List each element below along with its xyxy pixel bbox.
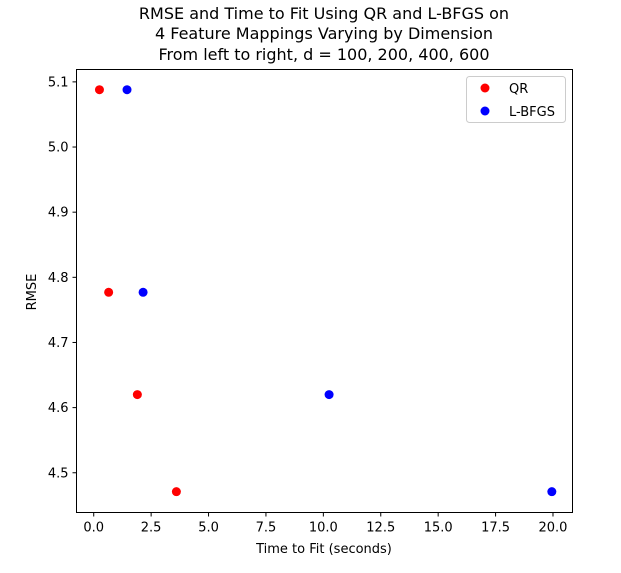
legend-label-lbfgs: L-BFGS <box>509 105 555 120</box>
data-point-qr <box>94 85 104 95</box>
x-tick-label: 0.0 <box>83 521 104 536</box>
x-tick-label: 12.5 <box>366 521 395 536</box>
legend-box <box>466 76 566 123</box>
data-point-qr <box>104 287 114 297</box>
data-point-qr <box>171 487 181 497</box>
x-tick-label: 15.0 <box>424 521 453 536</box>
legend-marker-qr <box>480 83 490 93</box>
x-tick-label: 2.5 <box>141 521 162 536</box>
data-point-lbfgs <box>547 487 557 497</box>
data-point-lbfgs <box>324 390 334 400</box>
y-tick-label: 4.6 <box>48 401 69 416</box>
x-tick-label: 17.5 <box>481 521 510 536</box>
y-tick-label: 4.5 <box>48 466 69 481</box>
legend: QR L-BFGS <box>466 76 566 123</box>
title-line-1: RMSE and Time to Fit Using QR and L-BFGS… <box>139 4 509 23</box>
legend-marker-lbfgs <box>480 106 490 116</box>
data-point-lbfgs <box>138 287 148 297</box>
y-tick-label: 4.9 <box>48 206 69 221</box>
x-tick-label: 10.0 <box>309 521 338 536</box>
legend-label-qr: QR <box>509 82 528 97</box>
data-point-lbfgs <box>122 85 132 95</box>
title-line-3: From left to right, d = 100, 200, 400, 6… <box>158 45 489 64</box>
x-tick-label: 20.0 <box>539 521 568 536</box>
y-tick-label: 5.1 <box>48 75 69 90</box>
y-axis-ticks: 4.5 4.6 4.7 4.8 4.9 5.0 5.1 <box>48 75 77 481</box>
title-line-2: 4 Feature Mappings Varying by Dimension <box>155 24 493 43</box>
plot-frame <box>76 69 573 513</box>
y-tick-label: 4.8 <box>48 271 69 286</box>
data-point-qr <box>132 390 142 400</box>
y-tick-label: 4.7 <box>48 336 69 351</box>
x-tick-label: 7.5 <box>256 521 277 536</box>
y-axis-label: RMSE <box>25 274 40 311</box>
data-points <box>94 85 557 497</box>
chart-title: RMSE and Time to Fit Using QR and L-BFGS… <box>139 4 509 64</box>
x-axis-ticks: 0.0 2.5 5.0 7.5 10.0 12.5 15.0 17.5 20.0 <box>83 512 568 536</box>
y-tick-label: 5.0 <box>48 141 69 156</box>
x-tick-label: 5.0 <box>198 521 219 536</box>
x-axis-label: Time to Fit (seconds) <box>255 542 392 557</box>
